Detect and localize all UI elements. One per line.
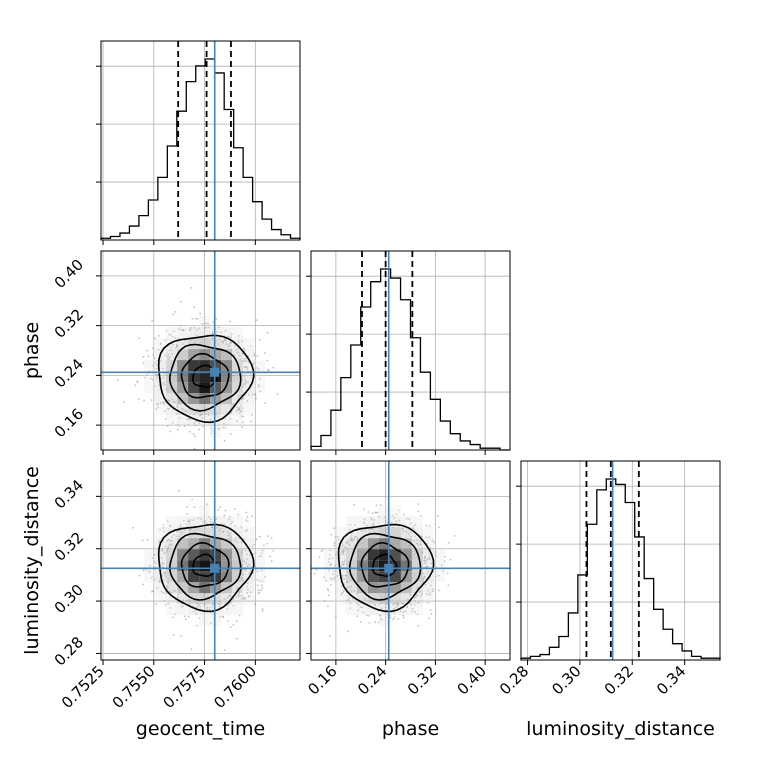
- x-tick-label: 0.7550: [109, 662, 159, 712]
- panel-frame: [310, 250, 511, 451]
- x-tick-label: 0.34: [653, 662, 689, 698]
- contour-line: [192, 553, 218, 577]
- histogram-phase: [310, 268, 510, 451]
- y-tick-label: 0.32: [51, 528, 87, 564]
- panel-frame: [100, 40, 301, 241]
- contour-line: [349, 532, 422, 601]
- histogram-luminosity_distance: [520, 478, 721, 660]
- truth-marker: [210, 563, 220, 573]
- y-axis-label-phase: phase: [21, 322, 43, 379]
- density-content: [101, 461, 300, 660]
- x-tick-label: 0.16: [304, 662, 340, 698]
- x-tick-labels-geocent_time: 0.7525 0.7550 0.7575 0.7600 geocent_time: [58, 662, 265, 740]
- x-axis-label-phase: phase: [382, 718, 439, 740]
- density-panel-phase-vs-geocent_time: [96, 250, 301, 455]
- panel-frame: [310, 460, 511, 661]
- x-tick-label: 0.32: [601, 662, 637, 698]
- density-content: [311, 461, 510, 660]
- contour-line: [169, 343, 242, 412]
- contour-line: [169, 532, 242, 601]
- x-axis-label-luminosity_distance: luminosity_distance: [526, 718, 715, 740]
- x-tick-label: 0.7575: [160, 662, 210, 712]
- x-tick-label: 0.28: [496, 662, 532, 698]
- x-tick-label: 0.7525: [58, 662, 108, 712]
- hist-panel-geocent_time: [96, 40, 301, 245]
- truth-marker: [210, 367, 220, 377]
- y-tick-labels-phase: 0.16 0.24 0.32 0.40 phase: [21, 256, 87, 442]
- y-tick-label: 0.24: [51, 355, 87, 391]
- x-tick-label: 0.40: [454, 662, 490, 698]
- y-tick-label: 0.30: [51, 581, 87, 617]
- x-axis-label-geocent_time: geocent_time: [136, 718, 265, 740]
- x-tick-label: 0.24: [354, 662, 390, 698]
- hist-panel-luminosity_distance: [516, 460, 721, 665]
- x-tick-label: 0.30: [548, 662, 584, 698]
- y-axis-label-luminosity_distance: luminosity_distance: [21, 466, 43, 655]
- y-tick-label: 0.40: [51, 256, 87, 292]
- contour-line: [192, 364, 218, 388]
- y-tick-label: 0.34: [51, 476, 87, 512]
- x-tick-label: 0.7600: [210, 662, 260, 712]
- density-panel-luminosity_distance-vs-phase: [306, 460, 511, 665]
- contour-line: [371, 553, 398, 577]
- y-tick-labels-luminosity_distance: 0.28 0.30 0.32 0.34 luminosity_distance: [21, 466, 87, 669]
- panel-frame: [520, 460, 721, 661]
- contour-line: [337, 523, 435, 613]
- density-content: [101, 251, 300, 450]
- contour-line: [360, 541, 410, 588]
- x-tick-labels-luminosity_distance: 0.28 0.30 0.32 0.34 luminosity_distance: [496, 662, 715, 740]
- y-tick-label: 0.32: [51, 305, 87, 341]
- panel-frame: [100, 250, 301, 451]
- contour-line: [157, 523, 255, 613]
- x-tick-labels-phase: 0.16 0.24 0.32 0.40 phase: [304, 662, 490, 740]
- x-tick-label: 0.32: [404, 662, 440, 698]
- panel-frame: [100, 460, 301, 661]
- hist-panel-phase: [306, 250, 511, 455]
- y-tick-label: 0.28: [51, 633, 87, 669]
- density-panel-luminosity_distance-vs-geocent_time: [96, 460, 301, 665]
- histogram-geocent_time: [100, 58, 301, 240]
- y-tick-label: 0.16: [51, 405, 87, 441]
- truth-marker: [384, 563, 394, 573]
- contour-line: [157, 334, 255, 424]
